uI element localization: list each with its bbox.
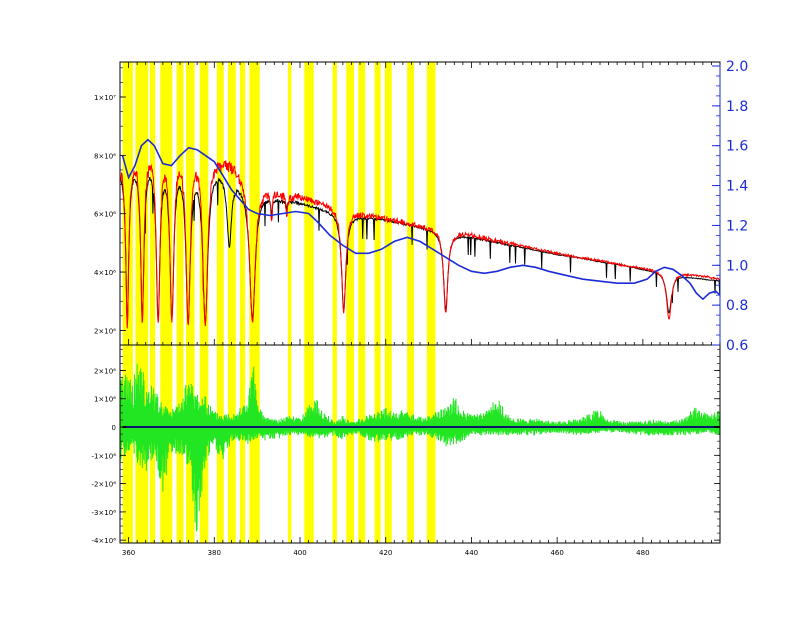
bottom-y-tick-label: -3×10⁶ [91, 509, 116, 517]
residual-panel [120, 363, 720, 532]
right-y-tick-label: 0.8 [726, 298, 748, 314]
model-spectrum [120, 176, 720, 326]
right-y-tick-label: 1.2 [726, 218, 748, 234]
highlight-band-17 [384, 62, 392, 543]
highlight-band-10 [249, 62, 260, 543]
x-tick-label: 440 [465, 549, 478, 557]
highlight-band-8 [228, 62, 236, 543]
highlight-band-19 [426, 62, 436, 543]
highlight-band-2 [150, 62, 156, 543]
x-tick-label: 400 [293, 549, 306, 557]
bottom-y-tick-label: -1×10⁶ [91, 452, 116, 460]
highlight-band-9 [240, 62, 246, 543]
right-y-tick-label: 1.8 [726, 99, 748, 115]
top-y-tick-label: 2×10⁶ [94, 327, 116, 335]
highlight-band-12 [304, 62, 314, 543]
bottom-y-tick-label: 1×10⁶ [94, 396, 116, 404]
bottom-y-tick-label: -2×10⁶ [91, 481, 116, 489]
highlight-band-11 [288, 62, 292, 543]
x-tick-label: 480 [636, 549, 649, 557]
observed-spectrum [120, 160, 720, 329]
top-y-tick-label: 6×10⁶ [94, 211, 116, 219]
highlight-band-7 [216, 62, 224, 543]
tick-labels: 360 380 400 420 440 460 480 2×10⁶ 4×10⁶ 6×10⁶ 8×10… [91, 59, 748, 557]
x-tick-label: 380 [208, 549, 221, 557]
bottom-y-tick-label: 2×10⁶ [94, 367, 116, 375]
top-y-tick-label: 4×10⁶ [94, 269, 116, 277]
axes [119, 61, 721, 544]
right-y-tick-label: 1.4 [726, 179, 748, 195]
highlight-band-13 [332, 62, 337, 543]
highlight-band-18 [407, 62, 414, 543]
right-y-tick-label: 1.0 [726, 258, 748, 274]
right-y-tick-label: 1.6 [726, 139, 748, 155]
x-tick-label: 420 [379, 549, 392, 557]
bottom-y-tick-label: -4×10⁶ [91, 537, 116, 545]
highlight-band-14 [346, 62, 354, 543]
highlight-band-4 [176, 62, 184, 543]
top-y-tick-label: 1×10⁷ [94, 94, 116, 102]
highlight-band-5 [186, 62, 195, 543]
residual-series [120, 363, 720, 532]
highlight-bands [122, 62, 436, 543]
right-y-tick-label: 0.6 [726, 338, 748, 354]
bottom-y-tick-label: 0 [112, 424, 116, 432]
right-y-tick-label: 2.0 [726, 59, 748, 75]
x-tick-label: 460 [550, 549, 563, 557]
response-curve [121, 138, 720, 301]
highlight-band-16 [374, 62, 381, 543]
highlight-band-15 [358, 62, 366, 543]
spectrum-panel [120, 138, 720, 329]
x-tick-label: 360 [122, 549, 135, 557]
top-y-tick-label: 8×10⁶ [94, 152, 116, 160]
